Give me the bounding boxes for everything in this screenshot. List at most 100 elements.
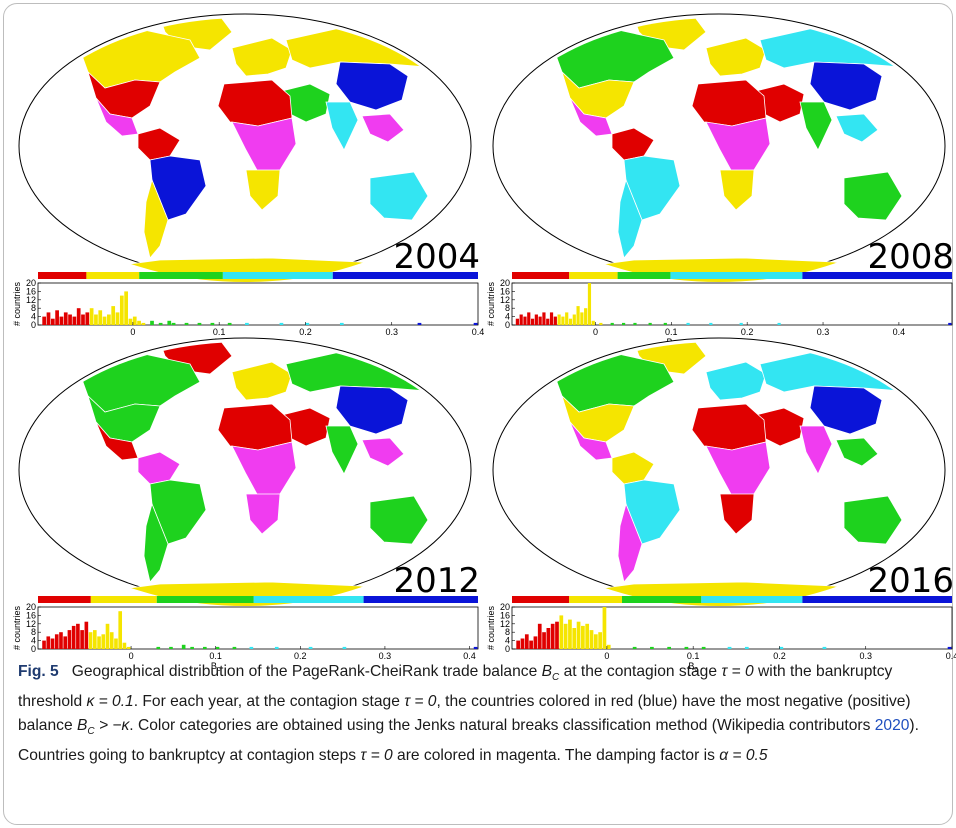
colorbar-segment-yellow — [569, 272, 618, 279]
histogram-bar — [88, 632, 93, 649]
world-map — [18, 337, 472, 606]
region-india — [799, 101, 833, 151]
world-map — [492, 337, 946, 606]
region-india — [799, 425, 833, 475]
histogram-bar — [584, 308, 588, 325]
histogram-bar — [203, 646, 207, 649]
histogram-bar — [599, 322, 603, 325]
histogram-bar — [546, 318, 550, 325]
x-tick-label: 0 — [604, 651, 609, 661]
histogram-bar — [701, 646, 706, 649]
region-india — [325, 425, 359, 475]
y-tick-label: 8 — [505, 627, 510, 637]
region-southeast-asia — [361, 437, 405, 467]
x-axis-label-subscript: c — [694, 666, 698, 673]
histogram-bar — [72, 316, 77, 325]
region-africa-south — [245, 169, 281, 211]
world-map — [492, 13, 946, 282]
histogram-bar — [563, 623, 568, 649]
colorbar-segment-blue — [363, 596, 478, 603]
caption-body: Geographical distribution of the PageRan… — [18, 663, 919, 765]
panel-2012: 2012 0 4 8 12 16 20 0 0.1 0.2 0.3 0.4 # countries Bc — [10, 330, 480, 673]
histogram-bar — [565, 312, 569, 325]
colorbar-segment-green — [156, 596, 254, 603]
region-africa-south — [245, 493, 281, 535]
histogram-bar — [568, 318, 573, 325]
region-europe — [231, 37, 293, 77]
histogram-bar — [580, 312, 584, 325]
histogram-bar — [156, 646, 161, 649]
region-south-america-south — [617, 178, 643, 259]
x-tick-label: 0.3 — [817, 327, 830, 337]
histogram-bar — [537, 623, 542, 649]
histogram-bar — [572, 628, 577, 649]
x-tick-label: 0.4 — [893, 327, 906, 337]
region-africa-central — [705, 441, 771, 497]
histogram-bar — [215, 646, 220, 649]
y-tick-label: 0 — [31, 644, 36, 654]
region-africa-south — [719, 169, 755, 211]
colorbar — [38, 272, 478, 279]
histogram-bar — [93, 630, 97, 649]
histogram-bar — [59, 316, 64, 325]
histogram-bar — [124, 291, 128, 325]
x-axis-label: Bc — [211, 661, 221, 673]
histogram-bar — [80, 630, 84, 649]
citation-link[interactable]: 2020 — [874, 717, 910, 735]
x-tick-label: 0.2 — [294, 651, 307, 661]
histogram-bar — [59, 632, 63, 649]
y-tick-label: 20 — [500, 602, 510, 612]
histogram-bar — [576, 306, 580, 325]
figure-caption: Fig. 5 Geographical distribution of the … — [18, 660, 938, 768]
y-tick-label: 12 — [500, 295, 510, 305]
region-china — [809, 385, 883, 435]
y-tick-label: 16 — [26, 610, 36, 620]
colorbar-segment-cyan — [222, 272, 333, 279]
region-south-america-south — [143, 178, 169, 259]
region-australia — [369, 495, 429, 545]
y-tick-label: 12 — [26, 619, 36, 629]
figure-frame — [3, 3, 953, 825]
histogram-bar — [197, 322, 202, 325]
histogram-bar — [648, 322, 652, 325]
histogram-bar — [709, 322, 713, 325]
histogram-bar — [585, 623, 590, 649]
histogram-bar — [158, 322, 163, 325]
colorbar-segment-green — [617, 272, 671, 279]
y-tick-label: 0 — [505, 644, 510, 654]
histogram-bar — [606, 644, 611, 649]
region-russia — [285, 27, 461, 69]
region-china — [809, 61, 883, 111]
histogram-bar — [42, 316, 47, 325]
y-tick-label: 4 — [31, 636, 36, 646]
x-axis-label-subscript: c — [217, 666, 221, 673]
histogram-bar — [559, 615, 564, 649]
histogram-bar — [67, 630, 72, 649]
histogram-bar — [50, 638, 55, 649]
colorbar-segment-yellow — [86, 272, 140, 279]
histogram-bar — [550, 623, 555, 649]
histogram-bar — [249, 646, 254, 649]
colorbar — [512, 596, 952, 603]
region-australia — [369, 171, 429, 221]
histogram-frame — [511, 606, 953, 650]
histogram-bar — [519, 314, 523, 325]
histogram-bar — [94, 314, 98, 325]
histogram-bar — [71, 625, 76, 649]
histogram-bar — [84, 621, 89, 649]
x-tick-label: 0.2 — [741, 327, 754, 337]
x-tick-label: 0.3 — [859, 651, 872, 661]
histogram-bar — [109, 632, 114, 649]
histogram-bar — [141, 322, 146, 325]
year-label: 2004 — [393, 237, 480, 277]
histogram-bar — [581, 625, 585, 649]
y-tick-label: 16 — [500, 286, 510, 296]
colorbar-segment-blue — [332, 272, 478, 279]
y-axis-label: # countries — [12, 605, 22, 650]
histogram-bar — [598, 632, 602, 649]
